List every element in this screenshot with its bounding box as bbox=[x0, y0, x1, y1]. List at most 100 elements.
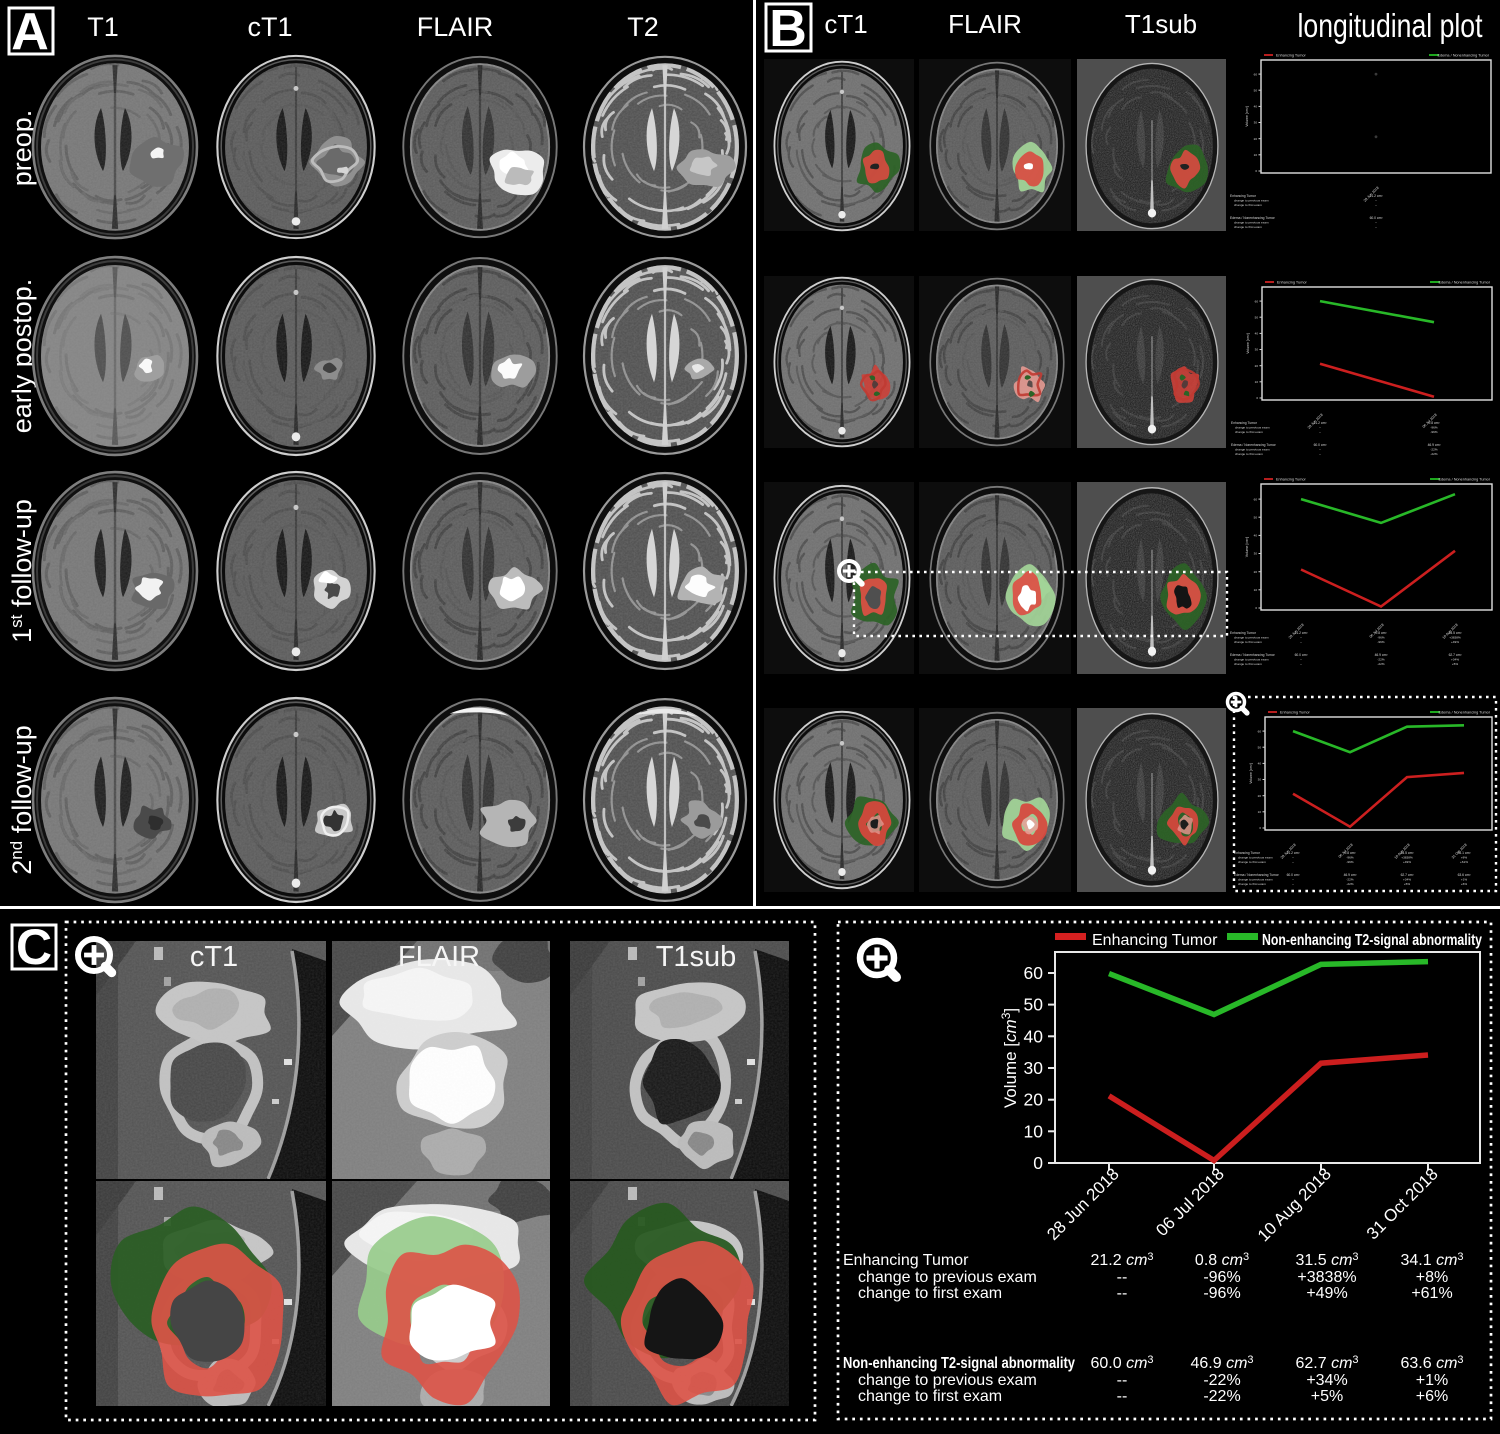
svg-text:-96%: -96% bbox=[1430, 426, 1437, 430]
svg-text:A: A bbox=[11, 3, 49, 61]
svg-text:change to previous exam: change to previous exam bbox=[1234, 658, 1269, 662]
svg-text:50: 50 bbox=[1254, 515, 1258, 519]
svg-text:+5%: +5% bbox=[1311, 1388, 1343, 1405]
svg-text:change to previous exam: change to previous exam bbox=[1238, 856, 1273, 860]
svg-text:+8%: +8% bbox=[1416, 1269, 1448, 1286]
svg-text:10: 10 bbox=[1255, 380, 1259, 384]
svg-text:60.0 cm³: 60.0 cm³ bbox=[1314, 443, 1328, 447]
svg-text:-96%: -96% bbox=[1377, 640, 1384, 644]
svg-text:C: C bbox=[16, 919, 52, 975]
svg-text:+49%: +49% bbox=[1403, 860, 1411, 864]
svg-text:Volume [cm³]: Volume [cm³] bbox=[1246, 333, 1250, 353]
svg-text:+49%: +49% bbox=[1451, 640, 1459, 644]
svg-text:change to first exam: change to first exam bbox=[1238, 860, 1266, 864]
svg-text:change to previous exam: change to previous exam bbox=[1234, 199, 1269, 203]
svg-text:-22%: -22% bbox=[1346, 878, 1353, 882]
svg-text:+6%: +6% bbox=[1416, 1388, 1448, 1405]
svg-text:-96%: -96% bbox=[1377, 636, 1384, 640]
svg-text:--: -- bbox=[1117, 1372, 1128, 1389]
svg-text:+1%: +1% bbox=[1416, 1372, 1448, 1389]
svg-text:62.7 cm³: 62.7 cm³ bbox=[1449, 653, 1463, 657]
svg-text:change to previous exam: change to previous exam bbox=[1234, 221, 1269, 225]
svg-text:+1%: +1% bbox=[1461, 878, 1468, 882]
svg-text:Edema / Nonenhancing Tumor: Edema / Nonenhancing Tumor bbox=[1439, 478, 1491, 482]
svg-text:40: 40 bbox=[1024, 1026, 1044, 1046]
svg-text:Edema / Nonenhancing Tumor: Edema / Nonenhancing Tumor bbox=[1230, 653, 1276, 657]
svg-text:change to first exam: change to first exam bbox=[858, 1388, 1002, 1405]
svg-text:21.2 cm³: 21.2 cm³ bbox=[1287, 851, 1301, 855]
svg-text:60: 60 bbox=[1254, 72, 1258, 76]
svg-text:10: 10 bbox=[1254, 588, 1258, 592]
svg-text:--: -- bbox=[1292, 882, 1294, 886]
svg-text:63.6 cm³: 63.6 cm³ bbox=[1458, 873, 1472, 877]
svg-text:+49%: +49% bbox=[1306, 1285, 1347, 1302]
svg-text:46.9 cm³: 46.9 cm³ bbox=[1344, 873, 1358, 877]
svg-text:--: -- bbox=[1375, 199, 1377, 203]
svg-text:Volume [cm³]: Volume [cm³] bbox=[1249, 763, 1253, 783]
svg-text:Enhancing Tumor: Enhancing Tumor bbox=[1277, 281, 1307, 285]
svg-text:-96%: -96% bbox=[1203, 1285, 1240, 1302]
svg-text:-22%: -22% bbox=[1203, 1388, 1240, 1405]
svg-text:--: -- bbox=[1300, 662, 1302, 666]
svg-text:62.7 cm³: 62.7 cm³ bbox=[1401, 873, 1415, 877]
svg-text:--: -- bbox=[1319, 430, 1321, 434]
svg-text:50: 50 bbox=[1254, 88, 1258, 92]
svg-text:10: 10 bbox=[1258, 810, 1262, 814]
svg-text:Enhancing Tumor: Enhancing Tumor bbox=[1230, 194, 1257, 198]
svg-text:+3838%: +3838% bbox=[1401, 856, 1413, 860]
svg-text:longitudinal plot: longitudinal plot bbox=[1298, 7, 1483, 44]
svg-text:0.8 cm³: 0.8 cm³ bbox=[1376, 631, 1388, 635]
svg-text:40: 40 bbox=[1254, 105, 1258, 109]
svg-text:46.9 cm³: 46.9 cm³ bbox=[1428, 443, 1442, 447]
svg-text:0: 0 bbox=[1259, 826, 1261, 830]
svg-text:Enhancing Tumor: Enhancing Tumor bbox=[1234, 851, 1261, 855]
svg-text:+34%: +34% bbox=[1403, 878, 1411, 882]
svg-text:cT1: cT1 bbox=[190, 941, 238, 973]
svg-text:0: 0 bbox=[1256, 396, 1258, 400]
svg-text:50: 50 bbox=[1255, 315, 1259, 319]
svg-text:Non-enhancing T2-signal abnorm: Non-enhancing T2-signal abnormality bbox=[843, 1355, 1075, 1372]
svg-text:-96%: -96% bbox=[1203, 1269, 1240, 1286]
svg-text:20: 20 bbox=[1254, 137, 1258, 141]
svg-text:30: 30 bbox=[1024, 1058, 1044, 1078]
svg-text:20: 20 bbox=[1024, 1090, 1044, 1110]
svg-text:change to first exam: change to first exam bbox=[1234, 662, 1262, 666]
svg-text:0.8 cm³: 0.8 cm³ bbox=[1429, 421, 1441, 425]
svg-text:change to previous exam: change to previous exam bbox=[858, 1269, 1037, 1286]
svg-text:Enhancing Tumor: Enhancing Tumor bbox=[1276, 54, 1306, 58]
svg-text:change to first exam: change to first exam bbox=[1234, 640, 1262, 644]
svg-text:Edema / Nonenhancing Tumor: Edema / Nonenhancing Tumor bbox=[1439, 711, 1491, 715]
svg-text:Edema / Nonenhancing Tumor: Edema / Nonenhancing Tumor bbox=[1439, 281, 1491, 285]
svg-text:change to first exam: change to first exam bbox=[1234, 203, 1262, 207]
svg-text:--: -- bbox=[1375, 225, 1377, 229]
svg-text:--: -- bbox=[1117, 1285, 1128, 1302]
svg-text:cT1: cT1 bbox=[247, 12, 292, 42]
svg-text:T1: T1 bbox=[87, 12, 119, 42]
svg-text:+3838%: +3838% bbox=[1297, 1269, 1356, 1286]
svg-text:60: 60 bbox=[1024, 963, 1044, 983]
svg-text:10: 10 bbox=[1254, 153, 1258, 157]
svg-text:+34%: +34% bbox=[1306, 1372, 1347, 1389]
svg-text:FLAIR: FLAIR bbox=[417, 12, 494, 42]
svg-text:--: -- bbox=[1117, 1269, 1128, 1286]
svg-text:--: -- bbox=[1375, 203, 1377, 207]
svg-text:Enhancing Tumor: Enhancing Tumor bbox=[1230, 631, 1257, 635]
svg-text:0: 0 bbox=[1255, 606, 1257, 610]
svg-text:46.9 cm³: 46.9 cm³ bbox=[1375, 653, 1389, 657]
svg-text:60: 60 bbox=[1255, 299, 1259, 303]
svg-text:30: 30 bbox=[1254, 552, 1258, 556]
svg-text:change to first exam: change to first exam bbox=[1234, 225, 1262, 229]
svg-text:40: 40 bbox=[1254, 534, 1258, 538]
svg-text:40: 40 bbox=[1258, 762, 1262, 766]
svg-text:62.7 cm3: 62.7 cm3 bbox=[1295, 1354, 1358, 1372]
svg-text:-22%: -22% bbox=[1430, 452, 1437, 456]
svg-text:Edema / Nonenhancing Tumor: Edema / Nonenhancing Tumor bbox=[1231, 443, 1277, 447]
svg-text:63.6 cm3: 63.6 cm3 bbox=[1400, 1354, 1463, 1372]
svg-text:-22%: -22% bbox=[1430, 448, 1437, 452]
svg-text:21.2 cm³: 21.2 cm³ bbox=[1370, 194, 1384, 198]
svg-text:20: 20 bbox=[1258, 794, 1262, 798]
svg-text:-96%: -96% bbox=[1346, 860, 1353, 864]
svg-text:Enhancing Tumor: Enhancing Tumor bbox=[1276, 478, 1306, 482]
svg-text:+8%: +8% bbox=[1461, 856, 1468, 860]
svg-text:2nd follow-up: 2nd follow-up bbox=[7, 725, 37, 875]
